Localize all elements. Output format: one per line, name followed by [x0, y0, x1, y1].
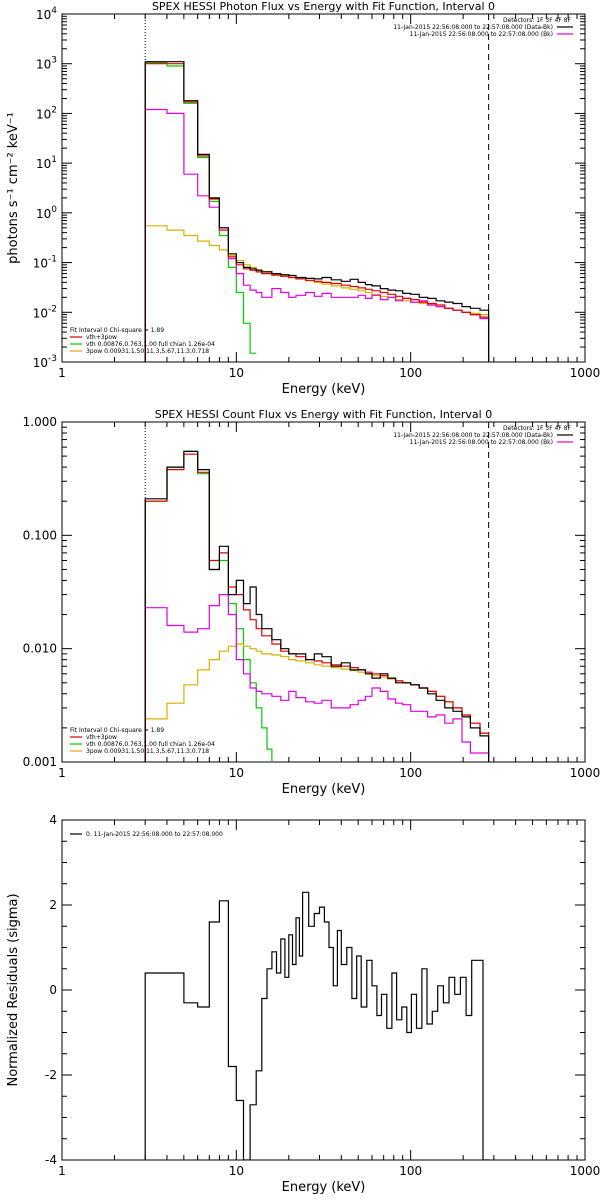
x-tick-label: 100: [399, 1164, 422, 1178]
legend-header: Detectors: 1F 3F 4F 8F: [503, 425, 572, 432]
y-tick-label: 102: [36, 105, 57, 121]
series-group: [144, 61, 490, 362]
x-axis-label: Energy (keV): [282, 382, 366, 397]
x-tick-label: 1: [58, 766, 66, 780]
y-axis-label: photons s⁻¹ cm⁻² keV⁻¹: [6, 112, 21, 264]
y-tick-label: 101: [36, 155, 57, 171]
series-line-bk: [144, 108, 490, 362]
legend-header: Fit Interval 0 Chi-square = 1.89: [70, 327, 164, 334]
series-group: [144, 891, 490, 1160]
series-line-data-bk: [144, 450, 490, 762]
y-tick-label: 0.100: [23, 528, 57, 542]
legend-entry-text: vth+3pow: [86, 734, 117, 741]
legend-entry-text: vth 0.00876,0.763,1.00 full chian 1.26e-…: [86, 341, 215, 348]
x-tick-label: 10: [229, 366, 244, 380]
legend-header: Fit Interval 0 Chi-square = 1.89: [70, 727, 164, 734]
x-tick-label: 1: [58, 366, 66, 380]
x-tick-label: 10: [229, 766, 244, 780]
series-line-data-bk: [144, 61, 490, 362]
chart-panel-2: SPEX HESSI Count Flux vs Energy with Fit…: [23, 408, 600, 797]
x-tick-label: 1000: [570, 1164, 600, 1178]
y-tick-label: 104: [36, 6, 57, 22]
x-axis-label: Energy (keV): [282, 782, 366, 797]
y-tick-label: 0.010: [23, 642, 57, 656]
legend-bottom-left: Fit Interval 0 Chi-square = 1.89vth+3pow…: [70, 327, 215, 355]
legend-entry-text: 0. 11-Jan-2015 22:56:08.000 to 22:57:08.…: [86, 831, 223, 838]
x-tick-label: 10: [229, 1164, 244, 1178]
x-tick-label: 100: [399, 366, 422, 380]
y-tick-label: 10-2: [33, 304, 57, 320]
legend-entry-text: vth+3pow: [86, 334, 117, 341]
series-line-vth: [144, 450, 273, 762]
series-line-vth: [144, 62, 257, 362]
legend-top-left: 0. 11-Jan-2015 22:56:08.000 to 22:57:08.…: [70, 831, 223, 838]
y-tick-label: -4: [45, 1153, 57, 1167]
y-ticks: [62, 13, 585, 363]
legend-entry-text: 11-Jan-2015 22:56:08.000 to 22:57:08.000…: [393, 432, 553, 439]
y-tick-label: 0: [49, 983, 57, 997]
legend-bottom-left: Fit Interval 0 Chi-square = 1.89vth+3pow…: [70, 727, 215, 755]
legend-entry-text: 3pow 0.00931,1.50,11.3,5.67,11.3,0.718: [86, 748, 209, 755]
chart-title: SPEX HESSI Count Flux vs Energy with Fit…: [155, 408, 492, 421]
y-tick-label: 0.001: [23, 755, 57, 769]
y-axis-label: Normalized Residuals (sigma): [6, 893, 21, 1086]
x-axis-label: Energy (keV): [282, 1180, 366, 1195]
x-ticks: [61, 820, 578, 1160]
y-tick-label: 10-3: [33, 354, 57, 370]
x-tick-label: 1000: [570, 366, 600, 380]
series-line-vth-3pow: [144, 63, 490, 362]
y-tick-label: 103: [36, 56, 57, 72]
y-tick-label: 2: [49, 898, 57, 912]
plot-frame: [61, 819, 586, 1161]
x-tick-label: 1: [58, 1164, 66, 1178]
legend-entry-text: 3pow 0.00931,1.50,11.3,5.67,11.3,0.718: [86, 348, 209, 355]
legend-entry-text: 11-Jan-2015 22:56:08.000 to 22:57:08.000…: [410, 31, 553, 38]
y-tick-label: 4: [49, 813, 57, 827]
series-line-bk: [144, 594, 490, 762]
series-group: [144, 450, 490, 762]
y-ticks: [62, 819, 585, 1161]
x-tick-label: 100: [399, 766, 422, 780]
chart-panel-1: SPEX HESSI Photon Flux vs Energy with Fi…: [6, 0, 600, 397]
legend-header: Detectors: 1F 3F 4F 8F: [503, 17, 572, 24]
legend-entry-text: 11-Jan-2015 22:56:08.000 to 22:57:08.000…: [393, 24, 553, 31]
y-tick-label: 10-1: [33, 255, 57, 271]
legend-entry-text: vth 0.00876,0.763,1.00 full chian 1.26e-…: [86, 741, 215, 748]
y-tick-label: 1.000: [23, 415, 57, 429]
x-ticks: [61, 422, 578, 762]
x-tick-label: 1000: [570, 766, 600, 780]
y-tick-label: 100: [36, 205, 57, 221]
chart-panel-3: 1 10 100 1000 Energy (keV) -4 -2 0 2 4 Normalized …: [6, 813, 600, 1195]
plot-frame: [61, 421, 586, 763]
y-tick-label: -2: [45, 1068, 57, 1082]
plot-frame: [61, 13, 586, 363]
series-line-vth-3pow: [144, 453, 490, 762]
x-ticks: [61, 14, 578, 362]
y-ticks: [62, 421, 585, 763]
chart-title: SPEX HESSI Photon Flux vs Energy with Fi…: [152, 0, 495, 13]
legend-entry-text: 11-Jan-2015 22:56:08.000 to 22:57:08.000…: [410, 439, 553, 446]
series-line-0-11-jan-2015-22-56-08-000-to-22-57-08-000: [144, 891, 490, 1160]
